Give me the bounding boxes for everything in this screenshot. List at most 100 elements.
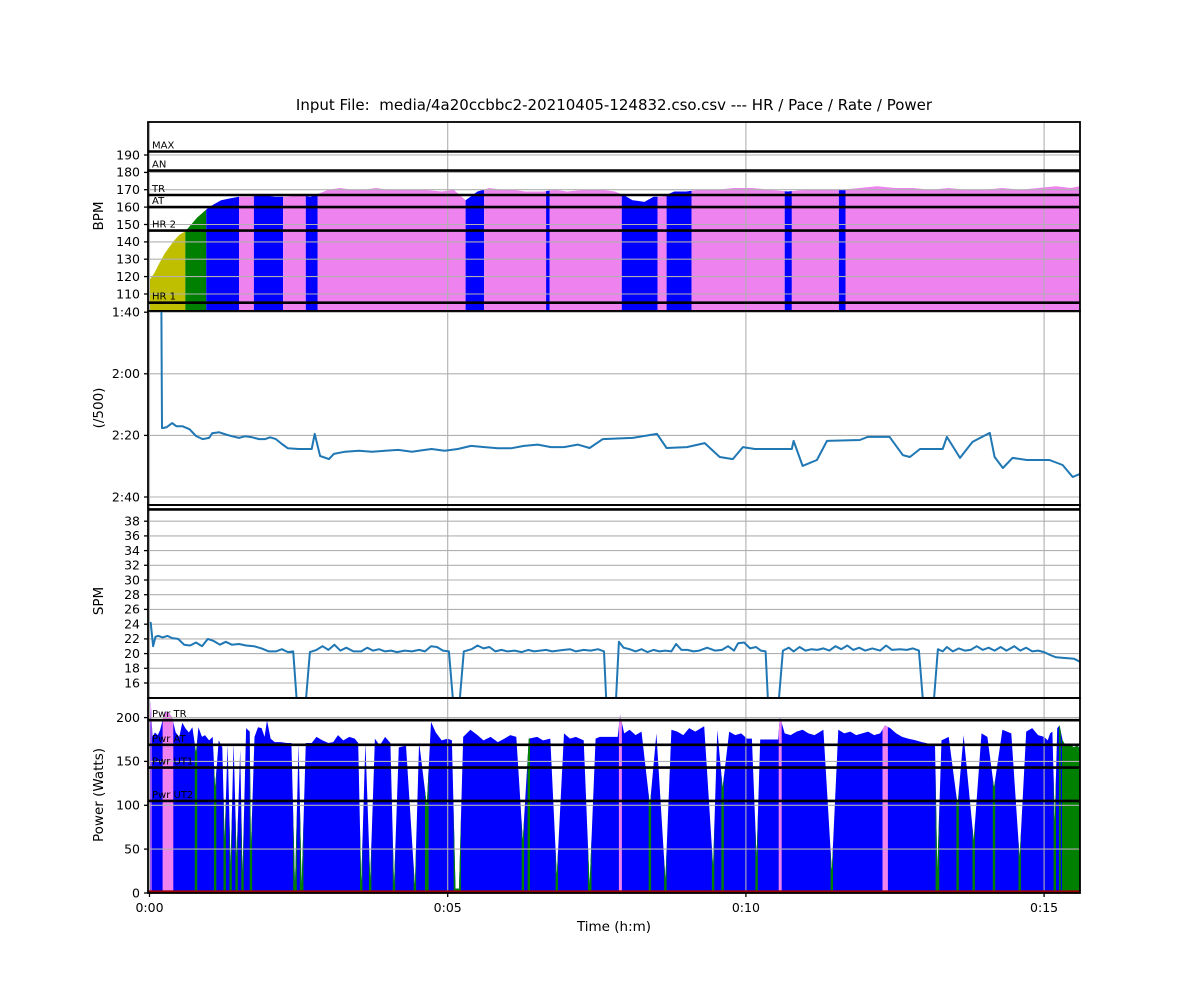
heart-rate-zone-label: HR 1 bbox=[152, 292, 176, 303]
power-ytick-label: 0 bbox=[132, 885, 140, 900]
power-band-green bbox=[935, 700, 940, 893]
heart-rate-band-blue bbox=[838, 186, 846, 311]
power-band-green bbox=[213, 700, 217, 893]
heart-rate-ytick-label: 150 bbox=[116, 217, 140, 232]
power-band-green bbox=[972, 700, 975, 893]
power-ytick-label: 150 bbox=[116, 754, 140, 769]
stroke-rate-ytick-label: 18 bbox=[124, 661, 140, 676]
heart-rate-band-violet bbox=[283, 186, 306, 311]
power-band-violet bbox=[618, 700, 622, 893]
power-ytick-label: 100 bbox=[116, 798, 140, 813]
power-band-green bbox=[249, 700, 253, 893]
power-border bbox=[147, 697, 1081, 894]
heart-rate-zone-label: AN bbox=[152, 160, 166, 171]
power-zone-label: Pwr TR bbox=[152, 709, 187, 720]
power-band-green bbox=[956, 700, 959, 893]
power-area bbox=[149, 700, 1080, 893]
power-band-green bbox=[223, 700, 226, 893]
power-ytick-label: 50 bbox=[124, 841, 140, 856]
x-tick-label: 0:00 bbox=[135, 900, 163, 915]
power-band-green bbox=[235, 700, 238, 893]
power-band-green bbox=[369, 700, 372, 893]
power-band-green bbox=[453, 700, 461, 893]
heart-rate-zone-label: HR 2 bbox=[152, 220, 176, 231]
heart-rate-ytick-label: 130 bbox=[116, 252, 140, 267]
x-axis-label: Time (h:m) bbox=[576, 919, 652, 935]
power-band-green bbox=[413, 700, 417, 893]
heart-rate-ytick-label: 110 bbox=[116, 286, 140, 301]
heart-rate-ytick-label: 140 bbox=[116, 234, 140, 249]
pace-ytick-label: 2:40 bbox=[112, 489, 140, 504]
stroke-rate-ytick-label: 22 bbox=[124, 631, 140, 646]
heart-rate-band-violet bbox=[239, 186, 254, 311]
power-band-green bbox=[299, 700, 304, 893]
power-band-green bbox=[360, 700, 363, 893]
stroke-rate-ytick-label: 38 bbox=[124, 514, 140, 529]
y-axis-label-power: Power (Watts) bbox=[91, 747, 107, 843]
pace-border bbox=[147, 310, 1081, 506]
heart-rate-zone-label: AT bbox=[152, 196, 165, 207]
power-band-violet bbox=[162, 700, 174, 893]
power-band-green bbox=[992, 700, 996, 893]
stroke-rate-ytick-label: 20 bbox=[124, 646, 140, 661]
pace-line bbox=[160, 311, 1080, 478]
power-band-green bbox=[1053, 700, 1056, 893]
power-band-green bbox=[1062, 700, 1080, 893]
stroke-rate-ytick-label: 16 bbox=[124, 675, 140, 690]
heart-rate-ytick-label: 170 bbox=[116, 182, 140, 197]
power-band-violet bbox=[150, 700, 152, 893]
heart-rate-ytick-label: 120 bbox=[116, 269, 140, 284]
power-band-green bbox=[587, 700, 592, 893]
power-band-violet bbox=[778, 700, 782, 893]
power-band-green bbox=[293, 700, 297, 893]
stroke-rate-ytick-label: 26 bbox=[124, 602, 140, 617]
x-tick-label: 0:15 bbox=[1030, 900, 1058, 915]
heart-rate-ytick-label: 160 bbox=[116, 199, 140, 214]
heart-rate-zone-label: MAX bbox=[152, 141, 174, 152]
power-band-green bbox=[711, 700, 715, 893]
heart-rate-band-blue bbox=[305, 186, 318, 311]
stroke-rate-ytick-label: 32 bbox=[124, 558, 140, 573]
power-band-green bbox=[425, 700, 429, 893]
stroke-rate-line bbox=[149, 621, 1080, 698]
power-band-green bbox=[392, 700, 396, 893]
stroke-rate-ytick-label: 30 bbox=[124, 572, 140, 587]
power-band-green bbox=[521, 700, 525, 893]
stroke-rate-border bbox=[147, 504, 1081, 699]
power-band-green bbox=[555, 700, 558, 893]
y-axis-label-spm: SPM bbox=[91, 586, 107, 616]
heart-rate-band-blue bbox=[784, 186, 792, 311]
power-band-violet bbox=[882, 700, 888, 893]
heart-rate-ytick-label: 180 bbox=[116, 165, 140, 180]
heart-rate-band-blue bbox=[546, 186, 550, 311]
power-band-green bbox=[1059, 700, 1061, 893]
power-zone-label: Pwr UT2 bbox=[152, 790, 193, 801]
power-zone-label: Pwr UT1 bbox=[152, 757, 193, 768]
power-band-green bbox=[830, 700, 833, 893]
heart-rate-band-violet bbox=[657, 186, 667, 311]
power-band-green bbox=[648, 700, 652, 893]
power-band-green bbox=[664, 700, 667, 893]
power-band-green bbox=[721, 700, 724, 893]
power-band-green bbox=[1018, 700, 1021, 893]
power-ytick-label: 200 bbox=[116, 710, 140, 725]
pace-ytick-label: 1:40 bbox=[112, 305, 140, 320]
chart-title: Input File: media/4a20ccbbc2-20210405-12… bbox=[295, 96, 933, 114]
x-tick-label: 0:05 bbox=[434, 900, 462, 915]
stroke-rate-ytick-label: 24 bbox=[124, 617, 140, 632]
heart-rate-band-blue bbox=[465, 186, 485, 311]
stroke-rate-ytick-label: 34 bbox=[124, 543, 140, 558]
pace-panel: 1:40 2:00 2:20 2:40 bbox=[112, 305, 1081, 506]
heart-rate-ytick-label: 190 bbox=[116, 147, 140, 162]
pace-ytick-label: 2:20 bbox=[112, 428, 140, 443]
x-tick-label: 0:10 bbox=[732, 900, 760, 915]
power-zone-label: Pwr AT bbox=[152, 734, 187, 745]
heart-rate-zone-label: TR bbox=[151, 184, 165, 195]
stroke-rate-ytick-label: 28 bbox=[124, 587, 140, 602]
y-axis-label-pace: (/500) bbox=[91, 387, 107, 429]
power-band-green bbox=[229, 700, 232, 893]
power-panel: Pwr TR Pwr AT Pwr UT1 Pwr UT2 0 50 100 150 200 0:… bbox=[116, 697, 1081, 915]
